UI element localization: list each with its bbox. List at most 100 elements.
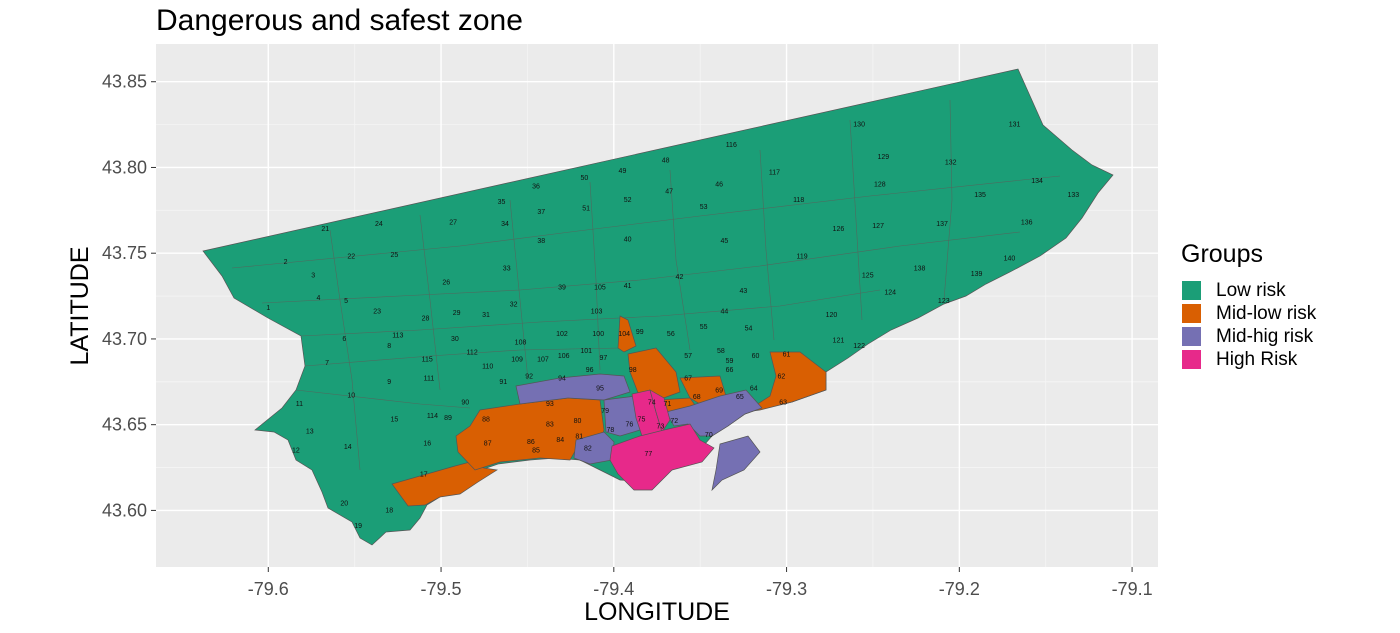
neighbourhood-label: 4 xyxy=(316,295,320,302)
neighbourhood-label: 40 xyxy=(624,236,632,243)
neighbourhood-label: 31 xyxy=(482,312,490,319)
legend-item-mid-low-risk: Mid-low risk xyxy=(1181,302,1316,325)
neighbourhood-label: 42 xyxy=(676,274,684,281)
neighbourhood-label: 128 xyxy=(874,182,886,189)
neighbourhood-label: 65 xyxy=(736,394,744,401)
legend-item-low-risk: Low risk xyxy=(1181,279,1316,302)
neighbourhood-label: 126 xyxy=(833,226,845,233)
neighbourhood-label: 130 xyxy=(853,122,865,129)
neighbourhood-label: 58 xyxy=(717,348,725,355)
neighbourhood-label: 67 xyxy=(684,375,692,382)
y-axis-title: LATITUDE xyxy=(66,247,94,366)
neighbourhood-label: 29 xyxy=(453,310,461,317)
region-low-risk xyxy=(202,68,1114,546)
neighbourhood-label: 80 xyxy=(574,418,582,425)
neighbourhood-label: 12 xyxy=(292,447,300,454)
neighbourhood-label: 75 xyxy=(638,417,646,424)
neighbourhood-label: 63 xyxy=(779,399,787,406)
neighbourhood-label: 92 xyxy=(525,374,533,381)
neighbourhood-label: 91 xyxy=(499,379,507,386)
neighbourhood-label: 62 xyxy=(777,374,785,381)
legend: Groups Low risk Mid-low risk Mid-hig ris… xyxy=(1181,240,1316,371)
neighbourhood-label: 79 xyxy=(601,408,609,415)
neighbourhood-label: 55 xyxy=(700,324,708,331)
neighbourhood-label: 100 xyxy=(592,331,604,338)
neighbourhood-label: 13 xyxy=(306,429,314,436)
neighbourhood-label: 114 xyxy=(427,413,438,420)
neighbourhood-label: 119 xyxy=(797,254,808,261)
neighbourhood-label: 134 xyxy=(1031,178,1043,185)
neighbourhood-label: 115 xyxy=(422,357,433,364)
neighbourhood-label: 132 xyxy=(945,159,957,166)
neighbourhood-label: 44 xyxy=(720,309,728,316)
neighbourhood-label: 28 xyxy=(422,315,430,322)
y-tick-label: 43.60 xyxy=(102,500,147,520)
neighbourhood-label: 57 xyxy=(684,353,692,360)
neighbourhood-label: 71 xyxy=(663,401,671,408)
neighbourhood-label: 140 xyxy=(1004,255,1016,262)
neighbourhood-label: 46 xyxy=(715,182,723,189)
neighbourhood-label: 101 xyxy=(580,348,592,355)
neighbourhood-label: 11 xyxy=(296,401,303,408)
neighbourhood-label: 73 xyxy=(657,423,665,430)
neighbourhood-label: 10 xyxy=(347,393,355,400)
neighbourhood-label: 37 xyxy=(537,209,545,216)
legend-label-mid-low-risk: Mid-low risk xyxy=(1216,302,1317,324)
neighbourhood-label: 139 xyxy=(971,271,983,278)
legend-swatch-low-risk xyxy=(1181,280,1202,301)
neighbourhood-label: 74 xyxy=(648,399,656,406)
neighbourhood-label: 109 xyxy=(511,357,523,364)
neighbourhood-label: 121 xyxy=(833,338,845,345)
neighbourhood-label: 5 xyxy=(344,298,348,305)
neighbourhood-label: 85 xyxy=(532,447,540,454)
neighbourhood-label: 96 xyxy=(586,367,594,374)
x-axis-title: LONGITUDE xyxy=(584,598,730,626)
neighbourhood-label: 45 xyxy=(720,238,728,245)
neighbourhood-label: 112 xyxy=(467,350,478,357)
x-tick-label: -79.1 xyxy=(1112,579,1153,599)
neighbourhood-label: 94 xyxy=(558,375,566,382)
neighbourhood-label: 23 xyxy=(373,309,381,316)
neighbourhood-label: 118 xyxy=(793,197,804,204)
neighbourhood-boundaries xyxy=(231,99,1061,471)
neighbourhood-label: 110 xyxy=(482,363,493,370)
neighbourhood-label: 116 xyxy=(726,142,737,149)
neighbourhood-label: 32 xyxy=(510,302,518,309)
neighbourhood-label: 98 xyxy=(629,367,637,374)
neighbourhood-label: 9 xyxy=(387,379,391,386)
neighbourhood-label: 36 xyxy=(532,183,540,190)
neighbourhood-label: 21 xyxy=(321,226,329,233)
axes: -79.6 -79.5 -79.4 -79.3 -79.2 -79.1 43.60 43.65… xyxy=(102,72,1153,599)
neighbourhood-label: 106 xyxy=(558,353,570,360)
region-high-risk xyxy=(609,389,715,491)
x-tick-label: -79.5 xyxy=(421,579,462,599)
neighbourhood-label: 60 xyxy=(752,353,760,360)
neighbourhood-label: 3 xyxy=(311,272,315,279)
neighbourhood-label: 107 xyxy=(537,357,549,364)
neighbourhood-label: 108 xyxy=(515,339,527,346)
neighbourhood-label: 8 xyxy=(387,343,391,350)
neighbourhood-label: 122 xyxy=(853,343,865,350)
neighbourhood-label: 1 xyxy=(266,305,270,312)
neighbourhood-label: 78 xyxy=(606,427,614,434)
neighbourhood-label: 34 xyxy=(501,221,509,228)
neighbourhood-label: 117 xyxy=(769,170,780,177)
neighbourhood-label: 84 xyxy=(556,437,564,444)
legend-swatch-mid-low-risk xyxy=(1181,303,1202,324)
x-tick-label: -79.2 xyxy=(939,579,980,599)
neighbourhood-label: 52 xyxy=(624,197,632,204)
neighbourhood-label: 30 xyxy=(451,336,459,343)
neighbourhood-label: 104 xyxy=(618,331,630,338)
neighbourhood-label: 123 xyxy=(938,298,950,305)
neighbourhood-label: 17 xyxy=(420,471,428,478)
neighbourhood-label: 14 xyxy=(344,444,352,451)
x-tick-label: -79.4 xyxy=(593,579,634,599)
neighbourhood-label: 95 xyxy=(596,386,604,393)
neighbourhood-label: 135 xyxy=(974,192,986,199)
legend-swatch-high-risk xyxy=(1181,349,1202,370)
neighbourhood-label: 33 xyxy=(503,266,511,273)
x-tick-label: -79.6 xyxy=(248,579,289,599)
neighbourhood-label: 47 xyxy=(665,188,673,195)
legend-label-low-risk: Low risk xyxy=(1216,279,1286,301)
neighbourhood-label: 83 xyxy=(546,422,554,429)
